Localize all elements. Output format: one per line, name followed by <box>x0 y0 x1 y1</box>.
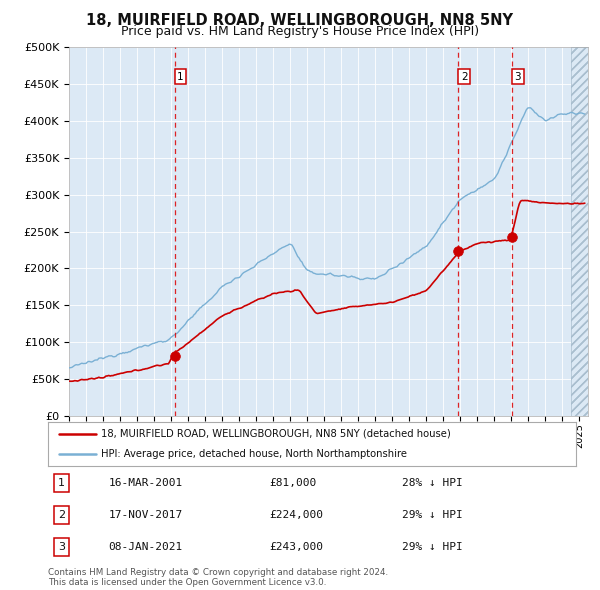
Bar <box>571 47 590 416</box>
Text: 3: 3 <box>514 72 521 81</box>
Text: 29% ↓ HPI: 29% ↓ HPI <box>402 510 463 520</box>
Text: 1: 1 <box>58 478 65 488</box>
Text: 16-MAR-2001: 16-MAR-2001 <box>109 478 183 488</box>
Text: 2: 2 <box>58 510 65 520</box>
Text: 28% ↓ HPI: 28% ↓ HPI <box>402 478 463 488</box>
Text: 18, MUIRFIELD ROAD, WELLINGBOROUGH, NN8 5NY (detached house): 18, MUIRFIELD ROAD, WELLINGBOROUGH, NN8 … <box>101 429 451 439</box>
Text: £243,000: £243,000 <box>270 542 324 552</box>
Text: 3: 3 <box>58 542 65 552</box>
Text: Contains HM Land Registry data © Crown copyright and database right 2024.
This d: Contains HM Land Registry data © Crown c… <box>48 568 388 587</box>
Bar <box>571 47 590 416</box>
Text: 1: 1 <box>177 72 184 81</box>
Text: HPI: Average price, detached house, North Northamptonshire: HPI: Average price, detached house, Nort… <box>101 449 407 459</box>
Text: 29% ↓ HPI: 29% ↓ HPI <box>402 542 463 552</box>
Text: 2: 2 <box>461 72 467 81</box>
Text: 17-NOV-2017: 17-NOV-2017 <box>109 510 183 520</box>
Text: £224,000: £224,000 <box>270 510 324 520</box>
Text: Price paid vs. HM Land Registry's House Price Index (HPI): Price paid vs. HM Land Registry's House … <box>121 25 479 38</box>
Text: £81,000: £81,000 <box>270 478 317 488</box>
Text: 08-JAN-2021: 08-JAN-2021 <box>109 542 183 552</box>
Text: 18, MUIRFIELD ROAD, WELLINGBOROUGH, NN8 5NY: 18, MUIRFIELD ROAD, WELLINGBOROUGH, NN8 … <box>86 13 514 28</box>
